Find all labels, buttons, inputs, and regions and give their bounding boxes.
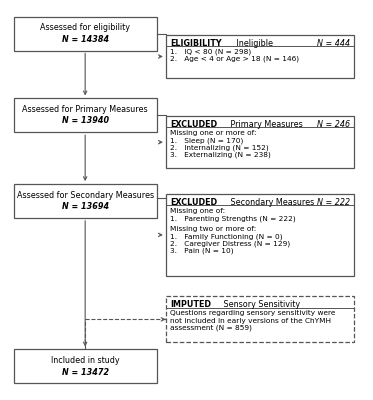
Text: 3.   Externalizing (N = 238): 3. Externalizing (N = 238)	[170, 152, 271, 158]
Bar	[13, 184, 157, 218]
Text: 1.   Sleep (N = 170): 1. Sleep (N = 170)	[170, 138, 244, 144]
Text: 1.   Family Functioning (N = 0): 1. Family Functioning (N = 0)	[170, 234, 283, 240]
Text: N = 13694: N = 13694	[62, 202, 109, 211]
Bar	[166, 296, 354, 342]
Text: assessment (N = 859): assessment (N = 859)	[170, 325, 252, 331]
Text: ELIGIBILITY: ELIGIBILITY	[170, 38, 222, 48]
Text: 3.   Pain (N = 10): 3. Pain (N = 10)	[170, 248, 234, 254]
Text: 2.   Internalizing (N = 152): 2. Internalizing (N = 152)	[170, 144, 269, 151]
Text: 1.   IQ < 80 (N = 298): 1. IQ < 80 (N = 298)	[170, 48, 251, 55]
Text: Assessed for Secondary Measures: Assessed for Secondary Measures	[17, 191, 154, 200]
Text: Missing one of:: Missing one of:	[170, 208, 225, 214]
Text: EXCLUDED: EXCLUDED	[170, 120, 217, 129]
Text: Ineligible: Ineligible	[234, 38, 273, 48]
Text: Missing two or more of:: Missing two or more of:	[170, 226, 256, 232]
Bar	[166, 194, 354, 276]
Text: N = 246: N = 246	[317, 120, 350, 129]
Text: IMPUTED: IMPUTED	[170, 300, 211, 310]
Text: EXCLUDED: EXCLUDED	[170, 198, 217, 207]
Bar	[166, 34, 354, 78]
Text: Sensory Sensitivity: Sensory Sensitivity	[221, 300, 300, 310]
Text: 2.   Caregiver Distress (N = 129): 2. Caregiver Distress (N = 129)	[170, 241, 290, 247]
Text: N = 13940: N = 13940	[62, 116, 109, 125]
Text: N = 14384: N = 14384	[62, 35, 109, 44]
Text: 2.   Age < 4 or Age > 18 (N = 146): 2. Age < 4 or Age > 18 (N = 146)	[170, 56, 299, 62]
Text: 1.   Parenting Strengths (N = 222): 1. Parenting Strengths (N = 222)	[170, 215, 296, 222]
Text: Included in study: Included in study	[51, 356, 119, 365]
Text: Secondary Measures: Secondary Measures	[229, 198, 315, 207]
Text: Assessed for eligibility: Assessed for eligibility	[40, 24, 130, 32]
Bar	[13, 17, 157, 50]
Text: N = 222: N = 222	[317, 198, 350, 207]
Text: Missing one or more of:: Missing one or more of:	[170, 130, 257, 136]
Text: N = 13472: N = 13472	[62, 368, 109, 376]
Text: Questions regarding sensory sensitivity were: Questions regarding sensory sensitivity …	[170, 310, 335, 316]
Text: Primary Measures: Primary Measures	[229, 120, 303, 129]
Text: not included in early versions of the ChYMH: not included in early versions of the Ch…	[170, 318, 331, 324]
Bar	[13, 98, 157, 132]
Bar	[166, 116, 354, 168]
Bar	[13, 350, 157, 383]
Text: N = 444: N = 444	[317, 38, 350, 48]
Text: Assessed for Primary Measures: Assessed for Primary Measures	[22, 105, 148, 114]
